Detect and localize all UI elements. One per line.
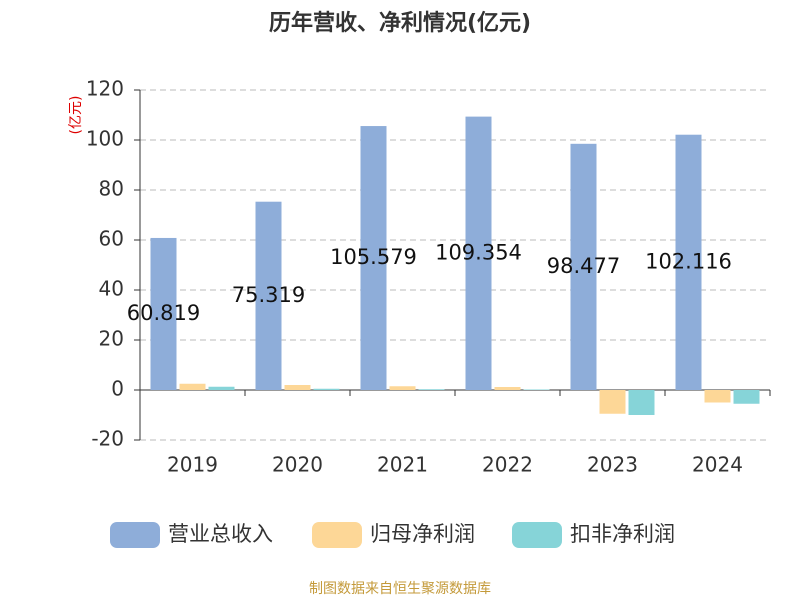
- bar: [675, 134, 702, 390]
- x-tick-label: 2020: [272, 453, 323, 477]
- y-tick-label: 60: [99, 227, 124, 251]
- legend-swatch: [312, 522, 362, 548]
- bar: [465, 116, 492, 391]
- x-tick-label: 2021: [377, 453, 428, 477]
- bar: [599, 390, 626, 414]
- y-tick-label: 20: [99, 327, 124, 351]
- y-tick-label: 100: [86, 127, 124, 151]
- legend-label: 营业总收入: [168, 522, 273, 546]
- bar: [360, 126, 387, 391]
- legend-swatch: [512, 522, 562, 548]
- bar: [208, 386, 235, 390]
- legend-label: 归母净利润: [370, 522, 475, 546]
- chart-title: 历年营收、净利情况(亿元): [269, 10, 531, 36]
- bar: [733, 390, 760, 404]
- bar: [523, 389, 550, 390]
- bar: [494, 387, 521, 390]
- data-label: 60.819: [127, 301, 200, 325]
- legend-swatch: [110, 522, 160, 548]
- x-tick-label: 2024: [692, 453, 743, 477]
- x-tick-label: 2019: [167, 453, 218, 477]
- bar: [628, 390, 655, 415]
- bar: [150, 237, 177, 390]
- y-tick-label: 120: [86, 77, 124, 101]
- y-axis-label: (亿元): [68, 96, 84, 135]
- bar: [255, 201, 282, 390]
- y-tick-label: 40: [99, 277, 124, 301]
- data-label: 98.477: [547, 254, 620, 278]
- bar: [284, 385, 311, 390]
- bar: [704, 390, 731, 403]
- data-label: 102.116: [645, 249, 732, 273]
- y-tick-label: -20: [91, 427, 124, 451]
- data-label: 75.319: [232, 283, 305, 307]
- y-tick-label: 80: [99, 177, 124, 201]
- bar: [418, 389, 445, 390]
- data-label: 109.354: [435, 240, 522, 264]
- x-tick-label: 2022: [482, 453, 533, 477]
- data-label: 105.579: [330, 245, 417, 269]
- bar: [389, 386, 416, 390]
- bar: [313, 388, 340, 390]
- y-tick-label: 0: [111, 377, 124, 401]
- bar: [570, 143, 597, 390]
- x-tick-label: 2023: [587, 453, 638, 477]
- source-note: 制图数据来自恒生聚源数据库: [309, 581, 491, 597]
- bar: [179, 383, 206, 390]
- legend-label: 扣非净利润: [570, 522, 675, 546]
